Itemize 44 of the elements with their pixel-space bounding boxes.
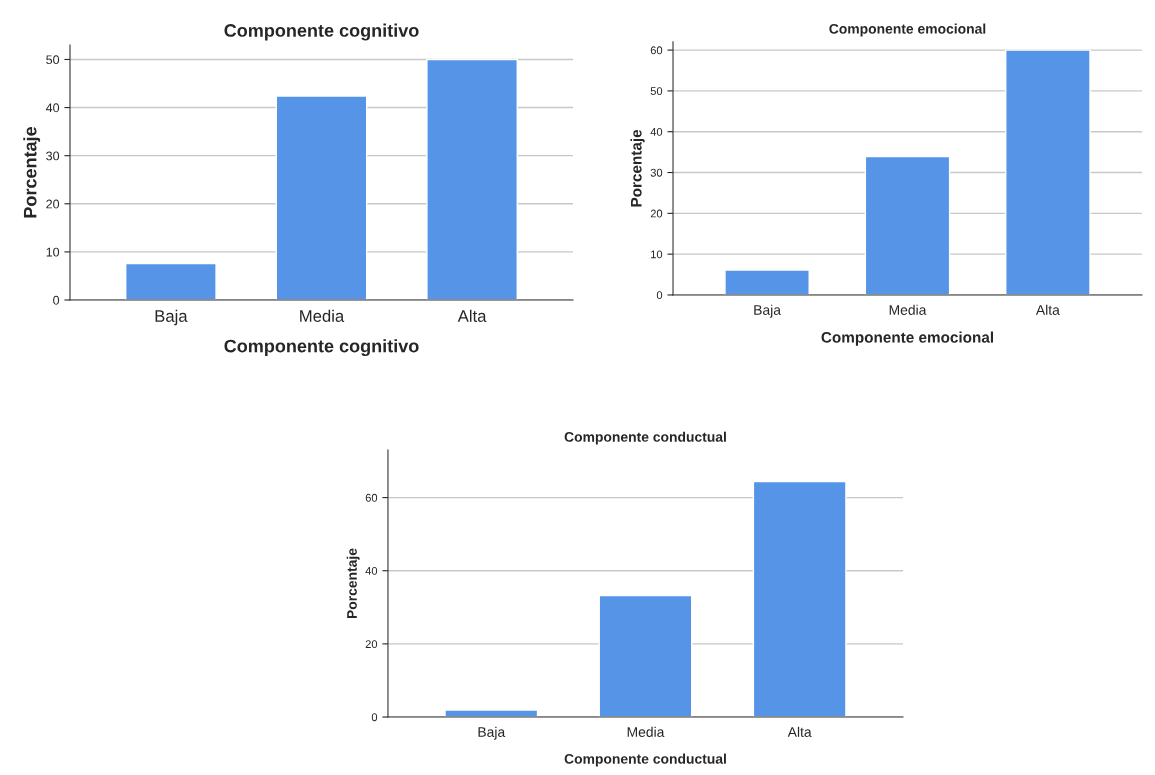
x-tick-label: Baja: [754, 304, 781, 318]
bar: [426, 58, 518, 300]
y-tick-label: 40: [365, 567, 378, 575]
bar: [1005, 49, 1091, 295]
x-tick-label: Media: [300, 309, 345, 322]
bar: [598, 594, 693, 718]
y-tick-label: 40: [45, 103, 60, 113]
chart-title: Componente emocional: [829, 23, 986, 37]
x-axis-title: Componente emocional: [821, 331, 993, 346]
bar: [752, 480, 847, 718]
y-axis-title: Porcentaje: [346, 548, 360, 619]
x-tick-label: Media: [627, 726, 665, 737]
y-tick-label: 50: [46, 55, 60, 65]
x-tick-label: Media: [889, 304, 927, 315]
x-axis-title: Componente conductual: [564, 753, 726, 767]
bar: [125, 262, 217, 300]
y-tick-label: 0: [371, 713, 378, 722]
y-tick-label: 60: [650, 46, 663, 55]
y-tick-label: 20: [46, 199, 60, 209]
y-tick-label: 60: [365, 493, 378, 502]
x-axis-title: Componente cognitivo: [224, 339, 419, 357]
chart-title: Componente conductual: [564, 431, 726, 445]
y-tick-label: 10: [46, 247, 60, 257]
x-tick-label: Baja: [478, 726, 506, 740]
chart-title: Componente cognitivo: [224, 23, 419, 41]
x-tick-label: Alta: [1035, 304, 1060, 315]
x-tick-label: Alta: [787, 726, 812, 737]
y-axis-title: Porcentaje: [630, 129, 645, 207]
bar: [724, 269, 810, 295]
y-axis-title: Porcentaje: [23, 126, 41, 218]
y-tick-label: 40: [650, 127, 663, 136]
y-tick-label: 30: [650, 168, 663, 177]
y-tick-label: 50: [650, 87, 663, 96]
x-tick-label: Baja: [155, 309, 188, 326]
y-tick-label: 20: [365, 640, 378, 649]
y-tick-label: 10: [651, 250, 663, 259]
y-tick-label: 0: [656, 291, 663, 300]
bar: [444, 709, 539, 718]
y-tick-label: 30: [46, 151, 60, 161]
bar: [864, 155, 951, 295]
x-tick-label: Alta: [457, 309, 487, 322]
y-tick-label: 20: [650, 209, 663, 218]
y-tick-label: 0: [53, 295, 60, 305]
bar: [275, 95, 368, 300]
